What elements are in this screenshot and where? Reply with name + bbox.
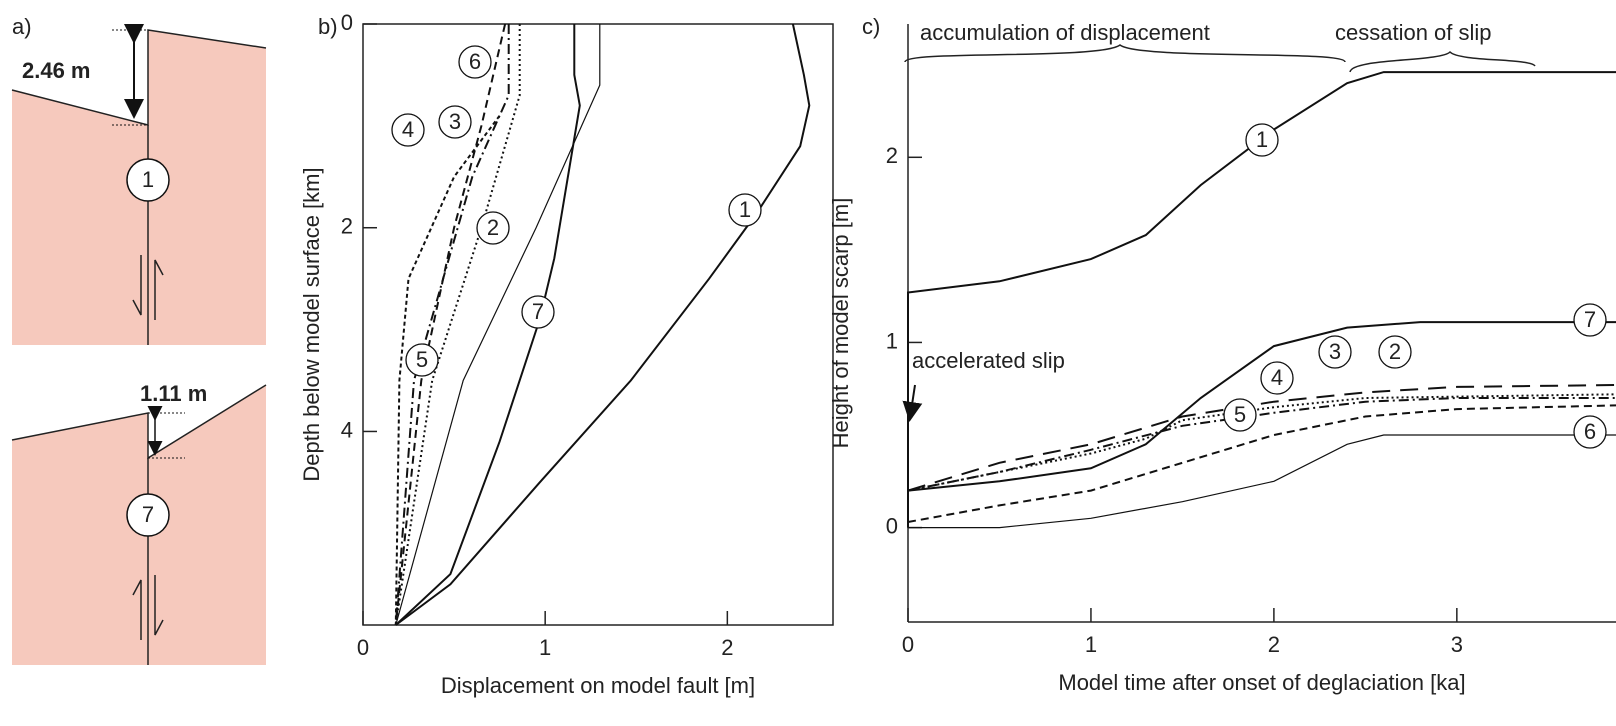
x-tick-label: 2: [721, 635, 733, 660]
x-tick-label: 1: [1085, 632, 1097, 657]
slip-arrows: [132, 255, 164, 320]
curve: [394, 115, 501, 626]
curve-marker: [438, 105, 472, 139]
curve-label: 6: [469, 49, 481, 74]
panel-label: a): [12, 14, 32, 39]
fault-label: 1: [142, 167, 154, 192]
y-tick-label: 1: [886, 328, 898, 353]
curve-label: 6: [1584, 419, 1596, 444]
block: [148, 385, 266, 665]
y-axis-title: Height of model scarp [m]: [828, 198, 853, 449]
y-tick-label: 0: [341, 10, 353, 35]
curve-label: 7: [1584, 307, 1596, 332]
annotation: accumulation of displacement: [920, 20, 1210, 45]
curve-marker: [476, 211, 510, 245]
brace: [1349, 50, 1536, 73]
fault-marker: [126, 493, 170, 537]
curve: [395, 23, 811, 626]
curve-marker: [1245, 123, 1279, 157]
curve: [907, 71, 1616, 528]
x-tick-label: 1: [539, 635, 551, 660]
y-tick-label: 4: [341, 417, 353, 442]
curve-marker: [1223, 398, 1257, 432]
curve: [907, 384, 1616, 492]
curve: [395, 24, 581, 626]
fault-label: 7: [142, 502, 154, 527]
annotation: accelerated slip: [912, 348, 1065, 373]
curve: [394, 23, 507, 626]
x-tick-label: 0: [902, 632, 914, 657]
annotation: cessation of slip: [1335, 20, 1492, 45]
curve-label: 5: [416, 347, 428, 372]
offset-label: 1.11 m: [140, 381, 207, 406]
x-tick-label: 0: [357, 635, 369, 660]
block: [148, 30, 266, 345]
x-axis-title: Model time after onset of deglaciation […: [1058, 670, 1465, 695]
curve-marker: [1573, 415, 1607, 449]
panel-label: c): [862, 14, 880, 39]
curve-marker: [1260, 361, 1294, 395]
curve: [395, 24, 601, 626]
curve-label: 5: [1234, 402, 1246, 427]
arrow: [902, 384, 923, 422]
curve: [907, 404, 1616, 523]
curve: [907, 321, 1616, 492]
curve: [908, 434, 1616, 529]
y-tick-label: 2: [886, 143, 898, 168]
curve-marker: [1573, 303, 1607, 337]
curve-label: 4: [402, 117, 414, 142]
x-tick-label: 3: [1451, 632, 1463, 657]
surface: [11, 29, 267, 126]
curve: [394, 24, 510, 626]
curve-label: 7: [532, 299, 544, 324]
curve-marker: [391, 113, 425, 147]
y-tick-label: 2: [341, 214, 353, 239]
curve-label: 3: [1329, 339, 1341, 364]
x-tick-label: 2: [1268, 632, 1280, 657]
curve: [907, 397, 1616, 492]
curve-label: 1: [1256, 127, 1268, 152]
curve-marker: [521, 295, 555, 329]
fault-marker: [126, 158, 170, 202]
curve-marker: [405, 343, 439, 377]
curve-marker: [728, 193, 762, 227]
curve-marker: [1378, 335, 1412, 369]
curve-marker: [458, 45, 492, 79]
y-axis-title: Depth below model surface [km]: [299, 167, 324, 481]
block: [12, 90, 148, 345]
block: [12, 413, 148, 665]
curve-label: 4: [1271, 365, 1283, 390]
plot-frame: [362, 23, 834, 626]
curve-label: 3: [449, 109, 461, 134]
slip-arrows: [132, 575, 164, 640]
panel-label: b): [318, 14, 338, 39]
curve-label: 1: [739, 197, 751, 222]
curve-label: 2: [1389, 339, 1401, 364]
y-tick-label: 0: [886, 513, 898, 538]
curve-marker: [1318, 335, 1352, 369]
curve-label: 2: [487, 215, 499, 240]
x-axis-title: Displacement on model fault [m]: [441, 673, 755, 698]
offset-label: 2.46 m: [22, 58, 91, 83]
panel-a: a) 2.46 m 1 1.11 m 7: [11, 14, 267, 665]
brace: [904, 44, 1346, 63]
